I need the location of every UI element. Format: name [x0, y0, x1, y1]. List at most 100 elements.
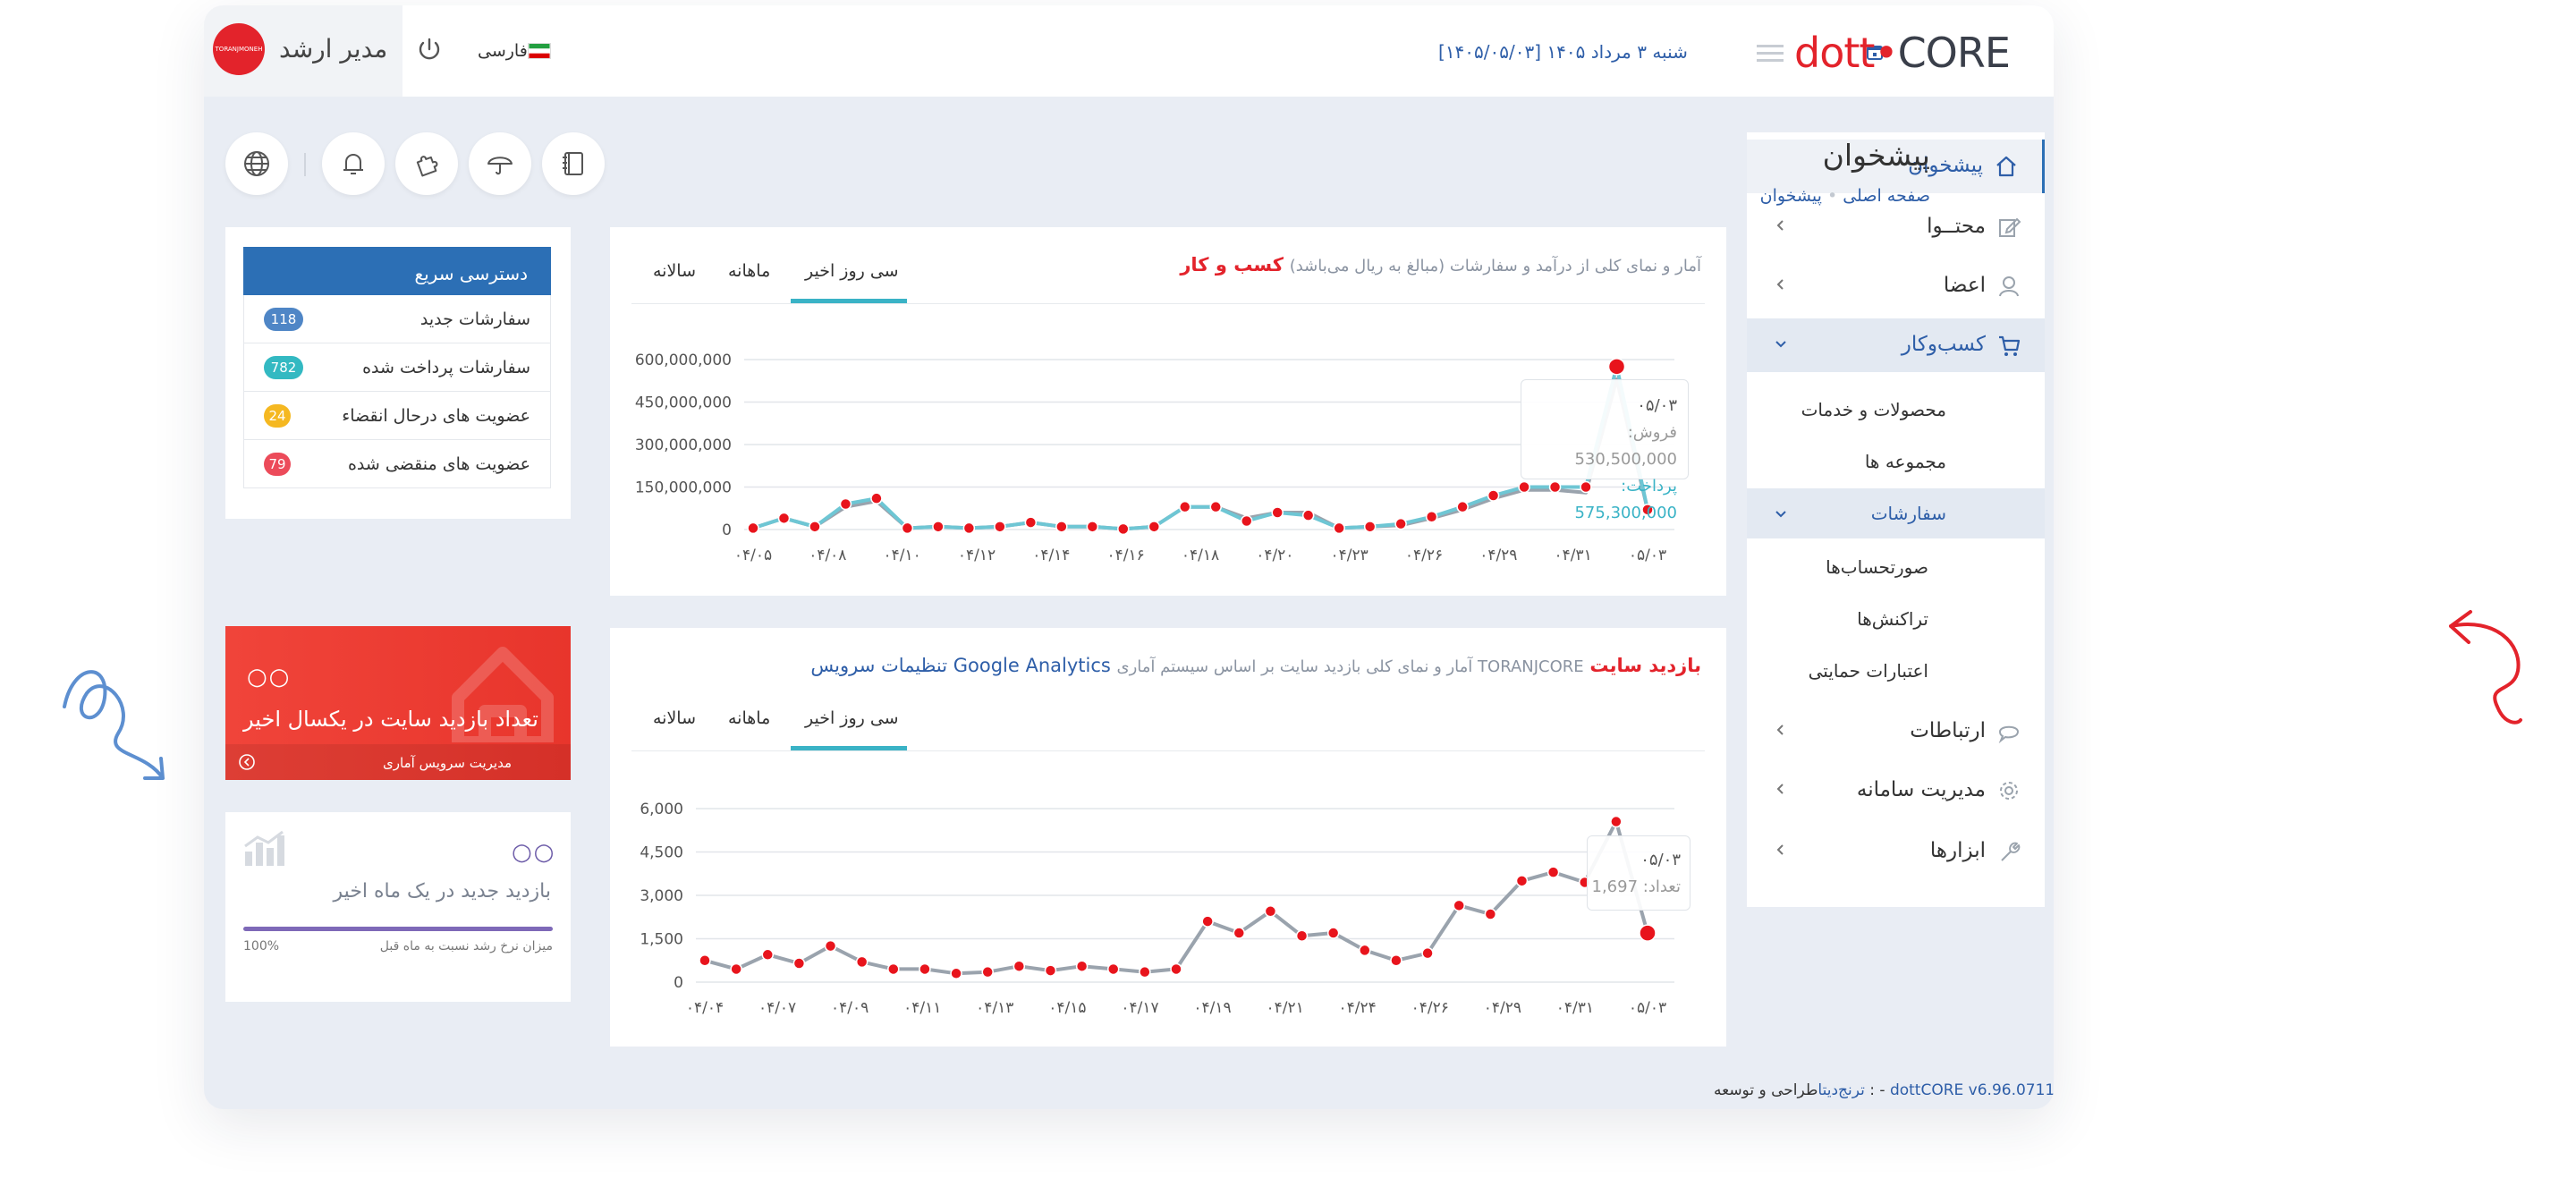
sidebar-item-system-management[interactable]: مدیریت سامانه	[1747, 764, 2045, 818]
data-point	[1117, 522, 1130, 536]
data-point	[1148, 521, 1161, 533]
tab-yearly[interactable]: سالانه	[653, 708, 697, 728]
data-point	[1170, 962, 1182, 976]
tab-last-30-days[interactable]: سی روز اخیر	[805, 261, 899, 281]
data-point	[761, 948, 775, 962]
visits-card: تنظیمات سرویس Google Analytics آمار و نم…	[610, 628, 1726, 1047]
sidebar: پیشخوان محتــوا اعضا کسب‌وکار محصولات و …	[1747, 132, 2045, 907]
decorative-arrow-right	[2449, 610, 2522, 725]
notebook-button[interactable]	[542, 132, 605, 195]
x-tick-label: ۰۴/۰۷	[758, 999, 796, 1017]
data-point	[1106, 962, 1120, 976]
power-icon[interactable]	[415, 36, 444, 64]
gear-icon	[2000, 782, 2018, 800]
business-card-header: آمار و نمای کلی از درآمد و سفارشات (مبال…	[1180, 254, 1701, 275]
y-tick-label: 300,000,000	[635, 436, 732, 454]
yearly-visits-text: تعداد بازدید سایت در یکسال اخیر	[243, 707, 538, 732]
footer: ترنج‌دیتاطراحی و توسعه : - dottCORE v6.9…	[1714, 1081, 2054, 1099]
footer-company-link[interactable]: ترنج‌دیتا	[1818, 1081, 1865, 1099]
data-point	[1024, 516, 1038, 529]
breadcrumb-current: پیشخوان	[1759, 186, 1822, 206]
wrench-icon	[2001, 842, 2021, 861]
data-point	[1421, 946, 1434, 960]
data-point	[887, 962, 900, 976]
data-point	[962, 521, 976, 535]
umbrella-icon	[487, 157, 513, 175]
data-point	[1271, 506, 1284, 519]
sidebar-item-business[interactable]: کسب‌وکار	[1747, 318, 2045, 372]
data-point	[1390, 954, 1402, 967]
y-tick-label: 150,000,000	[635, 479, 732, 497]
user-box[interactable]: TORANJMONEH مدیر ارشد	[204, 5, 402, 97]
y-tick-label: 0	[674, 974, 683, 992]
data-point	[1363, 521, 1377, 533]
arrow-left-circle-icon	[239, 754, 255, 770]
sidebar-subitem-products[interactable]: محصولات و خدمات	[1801, 399, 1946, 420]
yearly-visits-footer[interactable]: مدیریت سرویس آماری	[225, 744, 571, 780]
app-window: TORANJMONEH مدیر ارشد فارسی شنبه ۳ مرداد…	[204, 5, 2054, 1109]
sidebar-item-content[interactable]: محتــوا	[1747, 200, 2045, 254]
x-tick-label: ۰۴/۲۶	[1405, 547, 1443, 564]
quick-access-row[interactable]: عضویت های منقضی شده 79	[243, 440, 551, 488]
plugins-button[interactable]	[395, 132, 458, 195]
chart-tooltip: ۰۵/۰۳ فروش: 530,500,000 پرداخت: 575,300,…	[1521, 379, 1689, 522]
tab-monthly[interactable]: ماهانه	[728, 261, 771, 281]
x-tick-label: ۰۴/۰۵	[734, 547, 772, 564]
hamburger-menu-icon[interactable]	[1757, 43, 1784, 63]
quick-access-row[interactable]: سفارشات پرداخت شده 782	[243, 343, 551, 392]
sidebar-subitem-invoices[interactable]: صورتحساب‌ها	[1826, 556, 1928, 578]
umbrella-button[interactable]	[469, 132, 531, 195]
growth-progress-bar	[243, 927, 553, 931]
data-point	[1548, 480, 1562, 494]
data-point	[1044, 964, 1057, 977]
monthly-visits-value: ○○	[512, 839, 556, 866]
visits-card-header: تنظیمات سرویس Google Analytics آمار و نم…	[810, 655, 1701, 676]
analytics-settings-link[interactable]: تنظیمات سرویس Google Analytics	[810, 655, 1111, 676]
language-selector[interactable]: فارسی	[478, 41, 528, 61]
x-tick-label: ۰۴/۲۳	[1331, 547, 1368, 564]
breadcrumb-home[interactable]: صفحه اصلی	[1843, 186, 1930, 206]
count-badge: 24	[264, 404, 291, 428]
sidebar-subitem-collections[interactable]: مجموعه ها	[1864, 451, 1946, 472]
sidebar-item-communications[interactable]: ارتباطات	[1747, 705, 2045, 759]
sidebar-subitem-credits[interactable]: اعتبارات حمایتی	[1808, 660, 1928, 682]
data-point	[1075, 960, 1089, 972]
calendar-icon	[1867, 46, 1883, 60]
sidebar-item-members[interactable]: اعضا	[1747, 259, 2045, 313]
card-divider	[631, 303, 1705, 304]
data-point	[1580, 480, 1592, 494]
series-line	[752, 364, 1649, 531]
current-date: شنبه ۳ مرداد ۱۴۰۵ [۱۴۰۵/۰۵/۰۳]	[1438, 41, 1688, 63]
sidebar-subitem-transactions[interactable]: تراکنش‌ها	[1857, 608, 1928, 630]
globe-button[interactable]	[225, 132, 288, 195]
y-tick-label: 0	[722, 521, 732, 539]
sidebar-item-dashboard[interactable]: پیشخوان	[1747, 140, 2045, 193]
sidebar-subitem-orders[interactable]: سفارشات	[1747, 488, 2045, 538]
quick-access-row[interactable]: سفارشات جدید 118	[243, 295, 551, 343]
data-point	[1179, 500, 1191, 513]
y-tick-label: 600,000,000	[635, 352, 732, 369]
chevron-down-icon	[1775, 341, 1786, 348]
data-point	[1333, 521, 1345, 535]
x-tick-label: ۰۴/۱۰	[884, 547, 921, 564]
tab-monthly[interactable]: ماهانه	[728, 708, 771, 728]
x-tick-label: ۰۴/۲۰	[1256, 547, 1293, 564]
sidebar-item-tools[interactable]: ابزارها	[1747, 825, 2045, 878]
chart-tooltip: ۰۵/۰۳ تعداد: 1,697	[1587, 835, 1690, 911]
notifications-button[interactable]	[322, 132, 385, 195]
quick-access-row[interactable]: عضویت های درحال انقضاء 24	[243, 392, 551, 440]
data-point	[1487, 489, 1500, 502]
data-point	[1607, 358, 1626, 376]
data-point	[839, 497, 852, 511]
tab-last-30-days[interactable]: سی روز اخیر	[805, 708, 899, 728]
avatar[interactable]: TORANJMONEH	[213, 23, 265, 75]
x-tick-label: ۰۵/۰۳	[1629, 999, 1666, 1017]
tab-yearly[interactable]: سالانه	[653, 261, 697, 281]
user-icon	[1999, 276, 2019, 297]
data-point	[1641, 504, 1654, 516]
logo[interactable]: dott•CORE	[1794, 29, 2011, 77]
breadcrumb: صفحه اصلی • پیشخوان	[1759, 186, 1930, 206]
username[interactable]: مدیر ارشد	[279, 34, 388, 64]
x-tick-label: ۰۴/۲۴	[1339, 999, 1377, 1017]
business-line-chart: 600,000,000 450,000,000 300,000,000 150,000…	[635, 352, 1674, 564]
